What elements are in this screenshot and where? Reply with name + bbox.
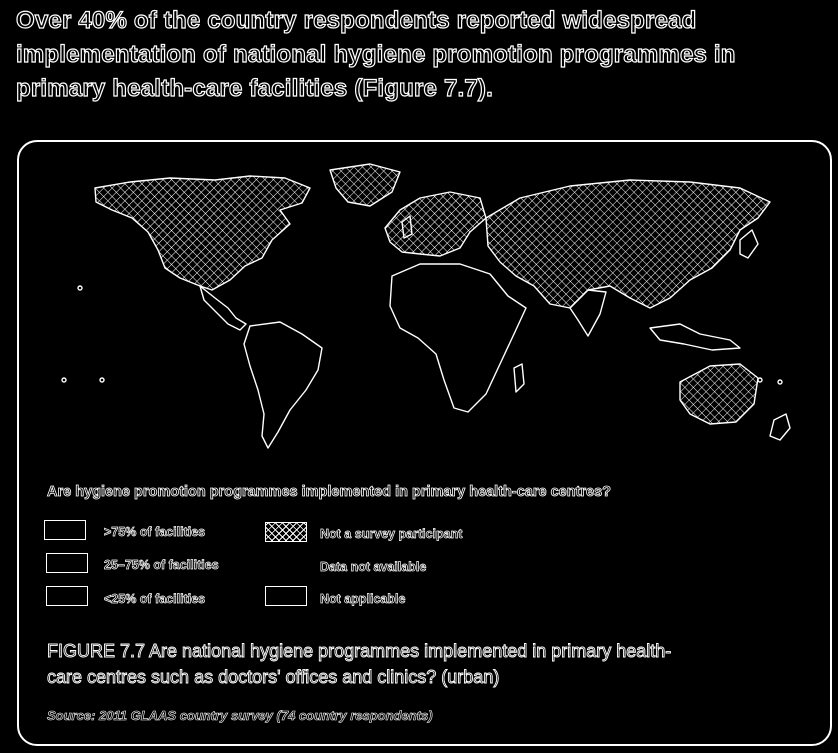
world-map	[40, 158, 810, 458]
region-asia	[485, 179, 771, 309]
region-africa	[389, 263, 527, 413]
region-australia	[679, 363, 759, 425]
region-greenland	[329, 163, 401, 207]
legend-label: Not applicable	[320, 592, 406, 607]
region-central-america	[199, 285, 247, 331]
legend-title: Are hygiene promotion programmes impleme…	[47, 484, 612, 501]
legend-label: 25–75% of facilities	[104, 558, 219, 573]
legend-swatch-not-applicable	[265, 586, 307, 606]
source-note: Source: 2011 GLAAS country survey (74 co…	[47, 708, 433, 724]
region-north-america	[94, 175, 311, 291]
intro-line: primary health-care facilities (Figure 7…	[15, 74, 493, 102]
legend-label: Data not available	[320, 560, 427, 575]
intro-line: Over 40% of the country respondents repo…	[15, 6, 697, 34]
legend-swatch-high	[44, 520, 86, 540]
region-southeast-asia	[649, 323, 741, 351]
region-south-america	[243, 321, 323, 449]
region-india	[569, 289, 607, 337]
region-uk	[401, 215, 413, 239]
legend-swatch-not-participant	[265, 522, 307, 542]
intro-text: Over 40% of the country respondents repo…	[15, 4, 826, 106]
figure-panel	[17, 140, 832, 746]
legend-label: <25% of facilities	[104, 592, 206, 607]
figure-caption: FIGURE 7.7 Are national hygiene programm…	[47, 638, 817, 690]
legend-label: >75% of facilities	[104, 525, 206, 540]
caption-line: FIGURE 7.7 Are national hygiene programm…	[47, 641, 672, 662]
caption-line: care centres such as doctors' offices an…	[47, 667, 500, 688]
region-madagascar	[513, 363, 525, 393]
legend-label: Not a survey participant	[320, 527, 463, 542]
region-new-zealand	[769, 413, 791, 441]
region-europe	[384, 191, 487, 257]
intro-line: implementation of national hygiene promo…	[15, 40, 736, 68]
region-japan	[739, 229, 759, 259]
legend-swatch-mid	[46, 553, 88, 573]
world-map-svg	[61, 163, 791, 449]
legend-swatch-low	[46, 586, 88, 606]
